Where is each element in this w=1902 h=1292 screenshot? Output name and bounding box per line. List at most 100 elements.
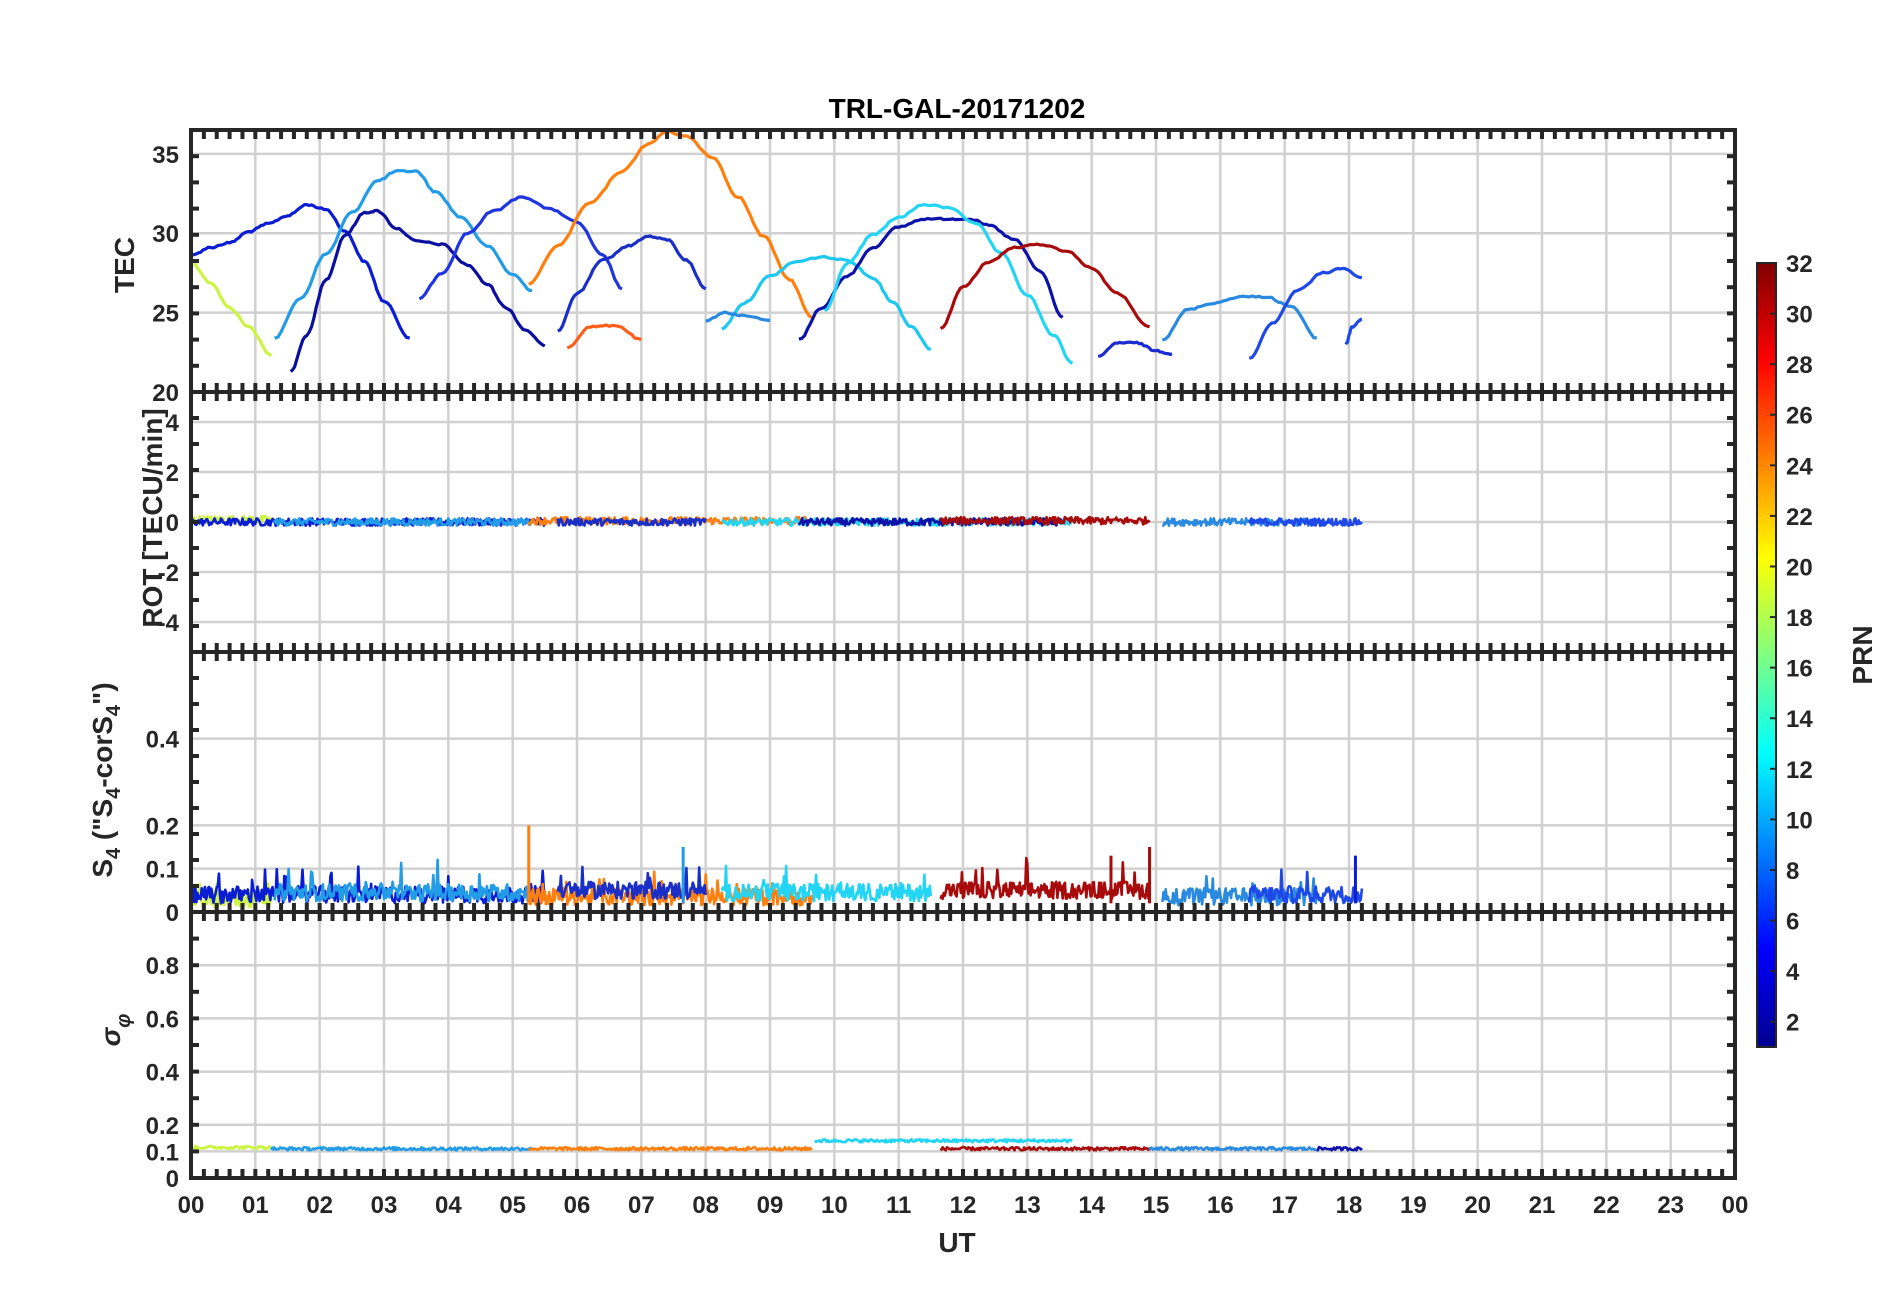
sigma-series-prn-13 [813, 1137, 1073, 1144]
s4-axis-label-text: S4 ("S4-corS4") [87, 682, 125, 877]
x-tick-label: 19 [1400, 1192, 1427, 1219]
sigma-series-group [191, 1137, 1363, 1152]
colorbar-tick-label: 2 [1786, 1010, 1799, 1037]
s4-ytick-label: 0.1 [146, 857, 179, 884]
tec-series-prn-5 [418, 195, 623, 301]
x-tick-label: 13 [1014, 1192, 1041, 1219]
tec-ytick-label: 30 [152, 221, 179, 248]
s4-ytick-label: 0 [166, 900, 179, 927]
x-tick-label: 07 [628, 1192, 655, 1219]
x-axis-label: UT [938, 1227, 975, 1258]
colorbar-tick-label: 32 [1786, 251, 1813, 278]
colorbar-tick-label: 4 [1786, 959, 1800, 986]
colorbar-tick-label: 6 [1786, 909, 1799, 936]
colorbar-label: PRN [1847, 625, 1878, 684]
colorbar-tick-label: 8 [1786, 858, 1799, 885]
x-tick-label: 00 [178, 1192, 205, 1219]
sigma-ytick-label: 0 [166, 1166, 179, 1193]
tec-series-prn-4 [557, 234, 707, 333]
tec-series-prn-13 [823, 203, 1074, 365]
s4-panel: 0 0.1 0.2 0.4 [146, 650, 1737, 927]
sigma-series-prn-11 [270, 1145, 534, 1152]
tec-series-prn-10 [705, 310, 771, 323]
x-tick-label: 22 [1593, 1192, 1620, 1219]
x-tick-label: 14 [1078, 1192, 1105, 1219]
tec-axis-label: TEC [109, 237, 140, 293]
s4-axis-label: S4 ("S4-corS4") [87, 682, 125, 877]
chart-title: TRL-GAL-20171202 [829, 93, 1086, 124]
tec-series-prn-30 [939, 242, 1151, 330]
sigma-ytick-label: 0.6 [146, 1006, 179, 1033]
tec-series-prn-12 [721, 254, 931, 351]
rot-panel: -4 -2 0 2 4 [158, 390, 1737, 654]
sigma-series-prn-30 [939, 1145, 1151, 1152]
rot-ytick-label: 2 [166, 460, 179, 487]
x-tick-label: 05 [499, 1192, 526, 1219]
x-tick-label: 09 [757, 1192, 784, 1219]
tec-panel: 20 25 30 35 [152, 128, 1737, 407]
colorbar-tick-label: 26 [1786, 403, 1813, 430]
tec-series-prn-6 [1344, 317, 1363, 346]
rot-ytick-label: -2 [158, 560, 179, 587]
tec-series-prn-2 [798, 216, 1064, 341]
x-tick-label: 23 [1657, 1192, 1684, 1219]
x-tick-label: 12 [950, 1192, 977, 1219]
colorbar-tick-label: 28 [1786, 352, 1813, 379]
s4-series-prn-13 [720, 864, 933, 903]
sigma-series-prn-23 [528, 1145, 813, 1152]
s4-ytick-label: 0.2 [146, 813, 179, 840]
colorbar-tick-label: 24 [1786, 453, 1813, 480]
sigma-ytick-label: 0.8 [146, 953, 179, 980]
sigma-panel: 00.10.2 0.4 0.6 0.8 [146, 910, 1737, 1193]
s4-series-prn-4 [556, 865, 707, 901]
tec-ytick-label: 35 [152, 142, 179, 169]
tec-ytick-label: 25 [152, 301, 179, 328]
colorbar-tick-label: 18 [1786, 605, 1813, 632]
tec-series-prn-10 [1161, 294, 1317, 342]
x-tick-label: 18 [1336, 1192, 1363, 1219]
x-tick-label: 01 [242, 1192, 269, 1219]
tec-series-prn-25 [566, 323, 642, 350]
tec-series-prn-11 [274, 169, 533, 340]
tec-series-prn-23 [528, 130, 813, 319]
s4-series-group [191, 825, 1364, 909]
sigma-ytick-label: 0.2 [146, 1113, 179, 1140]
rot-series-prn-4 [556, 517, 707, 527]
x-tick-label: 15 [1143, 1192, 1170, 1219]
s4-ytick-label: 0.4 [146, 727, 180, 754]
x-tick-label: 03 [371, 1192, 398, 1219]
sigma-series-prn-10 [1148, 1145, 1318, 1152]
x-tick-label: 20 [1464, 1192, 1491, 1219]
colorbar-tick-label: 14 [1786, 706, 1813, 733]
x-tick-label: 17 [1271, 1192, 1298, 1219]
tec-series-prn-2 [289, 208, 546, 373]
rot-ytick-label: 4 [166, 410, 180, 437]
colorbar-tick-label: 20 [1786, 554, 1813, 581]
colorbar [1756, 262, 1777, 1048]
rot-series-prn-6 [1248, 517, 1363, 527]
sigma-series-prn-19 [191, 1144, 273, 1151]
s4-series-prn-6 [1248, 868, 1364, 905]
colorbar-tick-label: 16 [1786, 656, 1813, 683]
tec-series-prn-3 [191, 203, 410, 340]
sigma-ytick-label: 0.4 [146, 1060, 180, 1087]
colorbar-tick-label: 22 [1786, 504, 1813, 531]
x-tick-label: 08 [692, 1192, 719, 1219]
x-tick-label: 04 [435, 1192, 462, 1219]
tec-series-prn-3 [1097, 340, 1173, 358]
sigma-axis-label: σφ [95, 1014, 135, 1047]
x-tick-label: 06 [564, 1192, 591, 1219]
rot-series-prn-11 [273, 517, 534, 527]
rot-axis-label: ROT [TECU/min] [137, 408, 168, 627]
tec-ytick-label: 20 [152, 380, 179, 407]
s4-series-prn-11 [273, 858, 534, 903]
sigma-axis-label-text: σφ [95, 1014, 135, 1047]
x-tick-label: 10 [821, 1192, 848, 1219]
rot-series-group [191, 514, 1363, 527]
rot-ytick-label: -4 [158, 610, 180, 637]
x-tick-label: 00 [1722, 1192, 1749, 1219]
colorbar-tick-label: 12 [1786, 757, 1813, 784]
colorbar-tick-label: 10 [1786, 807, 1813, 834]
